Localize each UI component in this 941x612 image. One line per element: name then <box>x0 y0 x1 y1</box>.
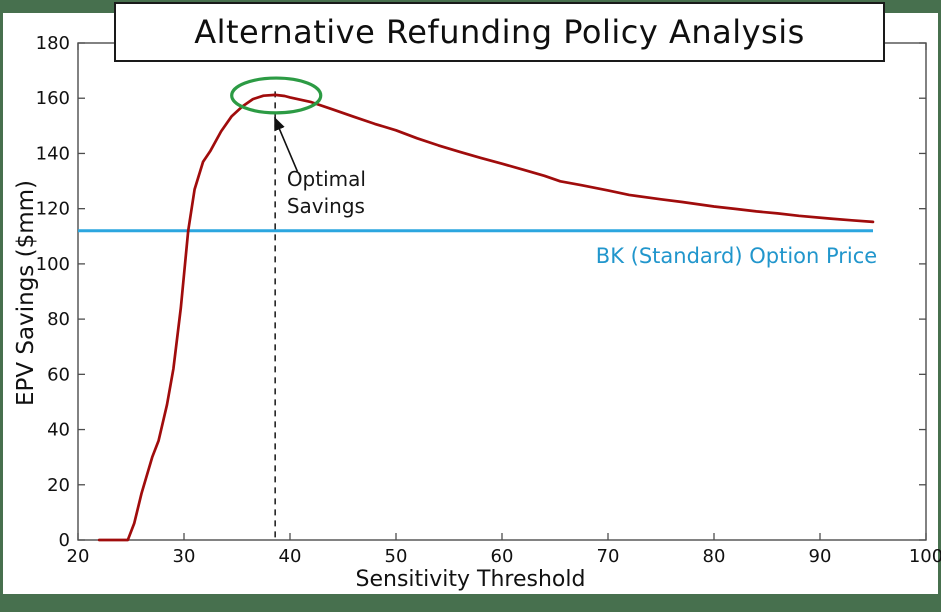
y-tick-label: 180 <box>36 33 70 54</box>
x-tick-label: 70 <box>597 546 620 567</box>
x-tick-label: 50 <box>385 546 408 567</box>
x-tick-label: 60 <box>491 546 514 567</box>
optimal-savings-line1: Optimal <box>286 167 366 192</box>
plot-background <box>3 13 938 594</box>
chart-title-box: Alternative Refunding Policy Analysis <box>114 2 885 62</box>
x-tick-label: 30 <box>173 546 196 567</box>
optimal-savings-annotation: Optimal Savings <box>287 166 366 220</box>
y-tick-label: 120 <box>36 199 70 220</box>
bk-option-price-label: BK (Standard) Option Price <box>595 244 878 268</box>
x-tick-label: 90 <box>809 546 832 567</box>
y-tick-label: 160 <box>36 88 70 109</box>
x-axis-ticks: 20 30 40 50 60 70 80 90 100 <box>67 43 941 567</box>
y-tick-label: 140 <box>36 143 70 164</box>
plot-box <box>77 42 927 541</box>
x-axis-label: Sensitivity Threshold <box>355 567 586 592</box>
x-tick-label: 100 <box>909 546 941 567</box>
x-tick-label: 40 <box>279 546 302 567</box>
y-tick-label: 20 <box>47 475 70 496</box>
peak-highlight-ellipse <box>230 76 323 115</box>
x-tick-label: 20 <box>67 546 90 567</box>
y-tick-label: 40 <box>47 420 70 441</box>
y-axis-label: EPV Savings ($mm) <box>13 180 39 407</box>
y-tick-label: 80 <box>47 309 70 330</box>
optimal-savings-line2: Savings <box>286 194 365 219</box>
x-tick-label: 80 <box>703 546 726 567</box>
chart-title: Alternative Refunding Policy Analysis <box>194 13 805 51</box>
y-tick-label: 100 <box>36 254 70 275</box>
epv-savings-curve <box>97 93 875 542</box>
y-tick-label: 60 <box>47 364 70 385</box>
y-tick-label: 0 <box>59 530 70 551</box>
optimal-arrow <box>274 116 299 172</box>
y-axis-ticks: 0 20 40 60 80 100 120 140 160 180 <box>36 33 926 551</box>
